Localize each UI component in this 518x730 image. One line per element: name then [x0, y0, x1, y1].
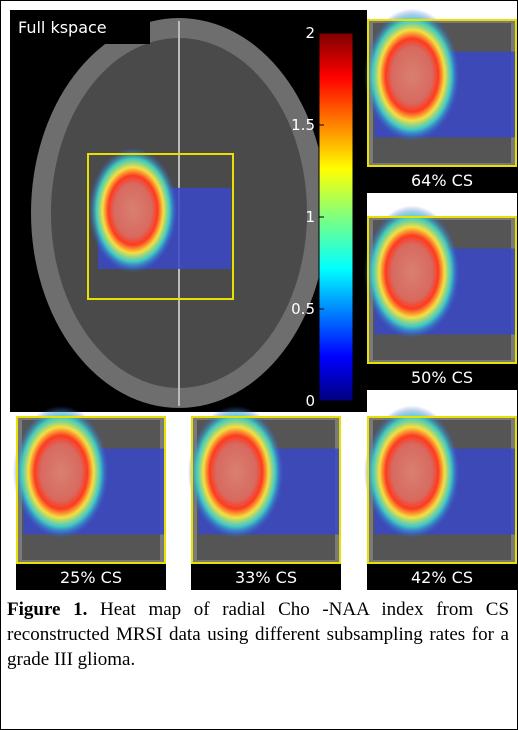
- colorbar-tick-label: 2: [305, 24, 315, 42]
- heat-blob: [364, 9, 460, 142]
- panel-label: 42% CS: [411, 568, 473, 587]
- heat-blob: [13, 406, 109, 539]
- figure-images: Full kspace 0 0.5 1 1.5 2 64% CS 50% CS 25% CS 3…: [1, 1, 517, 597]
- heat-blob: [88, 147, 178, 273]
- figure: Full kspace 0 0.5 1 1.5 2 64% CS 50% CS 25% CS 3…: [0, 0, 518, 730]
- caption: Figure 1. Heat map of radial Cho -NAA in…: [7, 597, 509, 672]
- colorbar-tick-label: 1: [305, 208, 315, 226]
- colorbar-tick-label: 0: [305, 392, 315, 410]
- heat-blob: [364, 406, 460, 539]
- heat-blob: [364, 206, 460, 339]
- colorbar: [319, 33, 353, 401]
- panel-label: 50% CS: [411, 368, 473, 387]
- heat-blob: [188, 406, 284, 539]
- colorbar-tick-label: 1.5: [291, 116, 315, 134]
- caption-label: Figure 1.: [7, 599, 87, 620]
- main-label: Full kspace: [18, 18, 107, 37]
- colorbar-tick-label: 0.5: [291, 300, 315, 318]
- panel-label: 64% CS: [411, 171, 473, 190]
- panel-label: 25% CS: [60, 568, 122, 587]
- panel-label: 33% CS: [235, 568, 297, 587]
